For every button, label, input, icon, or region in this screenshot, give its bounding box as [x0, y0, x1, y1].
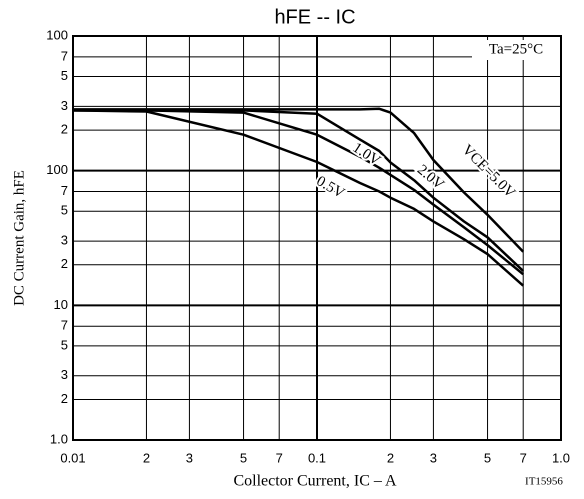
y-tick-label: 3: [61, 98, 68, 113]
x-tick-label: 0.1: [308, 450, 326, 465]
x-tick-label: 2: [387, 450, 394, 465]
x-tick-label: 7: [276, 450, 283, 465]
y-tick-label: 3: [61, 367, 68, 382]
data-line: [73, 109, 525, 272]
x-tick-label: 1.0: [552, 450, 570, 465]
x-tick-label: 5: [240, 450, 247, 465]
x-tick-label: 5: [484, 450, 491, 465]
series-label: 1.0V: [350, 140, 384, 170]
x-tick-label: 0.01: [60, 450, 85, 465]
y-tick-label: 100: [46, 162, 68, 177]
y-tick-label: 2: [61, 256, 68, 271]
y-tick-label: 5: [61, 203, 68, 218]
y-axis-label: DC Current Gain, hFE: [11, 170, 27, 306]
x-axis-label: Collector Current, IC – A: [233, 473, 397, 490]
y-tick-label: 100: [46, 27, 68, 42]
series-label: 2.0V: [414, 162, 447, 193]
annotation: Ta=25°C: [489, 41, 543, 57]
annotation: IT15956: [525, 476, 563, 488]
y-tick-label: 2: [61, 391, 68, 406]
x-tick-label: 7: [520, 450, 527, 465]
y-tick-label: 5: [61, 68, 68, 83]
y-tick-label: 5: [61, 337, 68, 352]
data-line: [73, 109, 524, 276]
y-tick-label: 10: [54, 297, 68, 312]
y-tick-label: 7: [61, 318, 68, 333]
x-tick-label: 3: [430, 450, 437, 465]
y-tick-label: 2: [61, 122, 68, 137]
plot-frame: [72, 35, 562, 441]
series-label: 0.5V: [313, 173, 347, 202]
y-tick-label: 7: [61, 183, 68, 198]
x-tick-label: 3: [186, 450, 193, 465]
y-tick-label: 1.0: [50, 431, 68, 446]
x-tick-label: 2: [143, 450, 150, 465]
y-tick-label: 7: [61, 48, 68, 63]
annotation-box: [472, 40, 560, 60]
data-line: [72, 109, 525, 287]
y-tick-label: 3: [61, 233, 68, 248]
chart-title: hFE -- IC: [274, 6, 355, 28]
